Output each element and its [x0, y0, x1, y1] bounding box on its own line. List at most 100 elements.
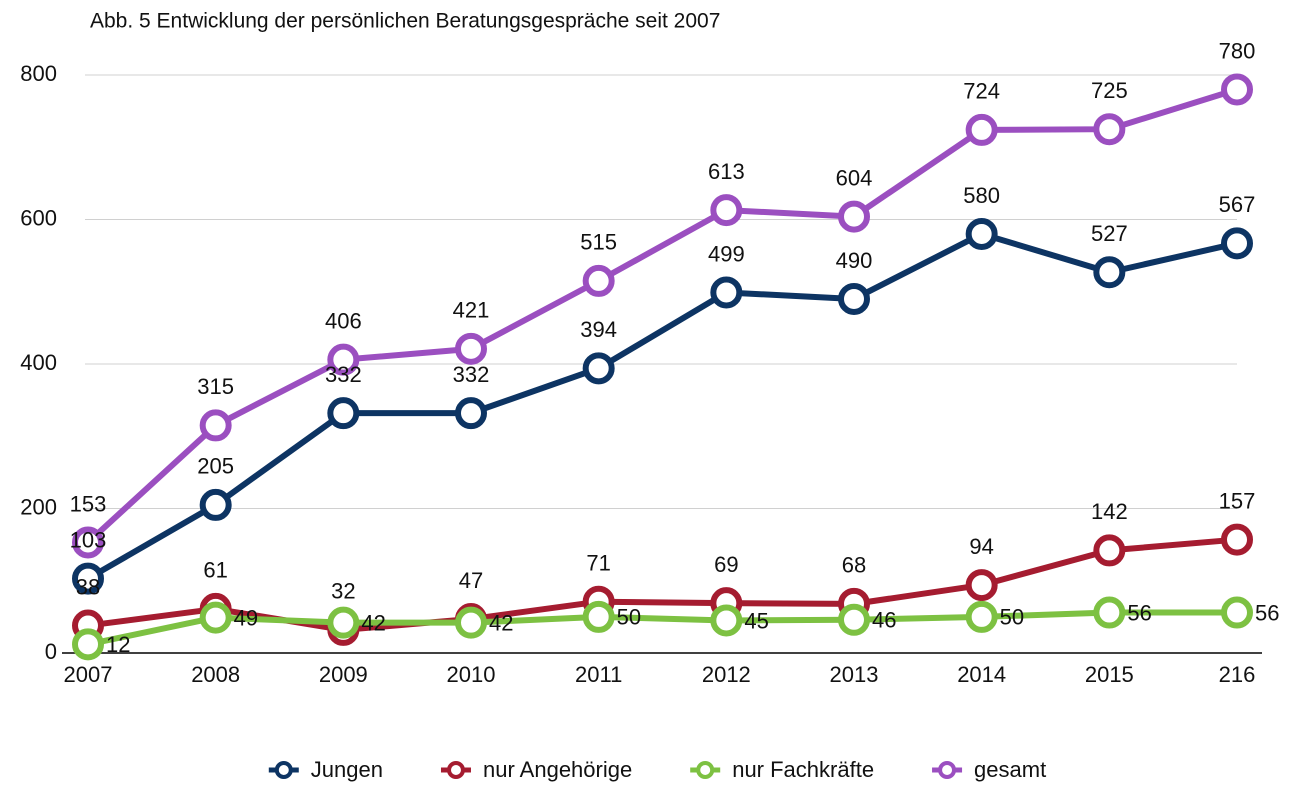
data-label: 142: [1091, 499, 1128, 524]
y-tick-label: 400: [20, 350, 57, 375]
data-point: [327, 397, 360, 430]
data-point: [72, 628, 104, 661]
data-label: 56: [1255, 600, 1279, 625]
data-point: [1093, 256, 1126, 289]
data-point: [455, 606, 487, 639]
x-tick-label: 2010: [447, 662, 496, 687]
legend-swatch: [446, 761, 465, 779]
legend-item: nur Fachkräfte: [690, 757, 874, 782]
chart-title: Abb. 5 Entwicklung der persönlichen Bera…: [90, 10, 720, 33]
data-label: 332: [453, 362, 490, 387]
legend-swatch: [696, 761, 715, 779]
data-label: 421: [453, 298, 490, 323]
data-point: [710, 604, 743, 637]
series-line: [86, 230, 1238, 582]
data-label: 613: [708, 159, 745, 184]
data-label: 780: [1219, 38, 1256, 63]
data-point: [582, 264, 615, 297]
data-point: [1221, 73, 1253, 106]
data-label: 49: [234, 605, 258, 630]
data-point: [1221, 227, 1253, 260]
x-tick-label: 2007: [64, 662, 113, 687]
legend-label: nur Fachkräfte: [732, 757, 874, 782]
data-label: 332: [325, 362, 362, 387]
x-tick-label: 2013: [830, 662, 879, 687]
data-label: 103: [70, 527, 107, 552]
legend-item: nur Angehörige: [440, 757, 632, 782]
data-label: 42: [489, 610, 513, 635]
legend-item: Jungen: [268, 757, 383, 782]
data-label: 490: [836, 248, 873, 273]
data-point: [327, 343, 360, 376]
y-tick-label: 0: [45, 639, 57, 664]
y-tick-label: 600: [20, 205, 57, 230]
data-label: 56: [1127, 600, 1151, 625]
data-point: [838, 200, 870, 233]
data-point: [1221, 596, 1253, 629]
data-point: [455, 332, 487, 365]
data-point: [199, 409, 232, 442]
data-point: [327, 606, 360, 639]
x-tick-label: 2009: [319, 662, 368, 687]
data-label: 567: [1219, 192, 1256, 217]
data-label: 394: [580, 317, 617, 342]
data-label: 38: [76, 574, 100, 599]
data-point: [965, 113, 998, 146]
legend-item: gesamt: [932, 757, 1046, 782]
data-point: [582, 352, 615, 385]
data-point: [1093, 113, 1126, 146]
data-label: 32: [331, 579, 355, 604]
x-tick-label: 2011: [575, 662, 622, 687]
data-point: [710, 194, 743, 227]
data-point: [582, 600, 615, 633]
data-label: 580: [963, 183, 1000, 208]
data-label: 406: [325, 308, 362, 333]
y-tick-label: 200: [20, 494, 57, 519]
data-point: [72, 526, 104, 559]
data-point: [1093, 534, 1126, 567]
x-tick-label: 2012: [702, 662, 751, 687]
data-label: 153: [70, 491, 107, 516]
data-label: 61: [203, 558, 227, 583]
legend-swatch: [274, 761, 293, 779]
x-tick-label: 2014: [957, 662, 1006, 687]
data-point: [199, 601, 232, 634]
data-point: [965, 600, 998, 633]
data-point: [455, 397, 487, 430]
data-label: 47: [459, 568, 483, 593]
data-point: [965, 217, 998, 250]
legend-label: nur Angehörige: [483, 757, 632, 782]
data-label: 68: [842, 553, 866, 578]
data-label: 46: [872, 608, 896, 633]
data-label: 604: [836, 165, 873, 190]
series-line: [85, 86, 1238, 545]
data-label: 315: [197, 374, 234, 399]
legend: Jungen nur Angehörige nur Fachkräfte gesamt: [268, 757, 1046, 782]
legend-swatch: [938, 761, 957, 779]
legend-label: Jungen: [311, 757, 383, 782]
data-label: 527: [1091, 221, 1128, 246]
data-point: [838, 282, 870, 315]
data-label: 50: [617, 605, 641, 630]
x-tick-label: 2015: [1085, 662, 1134, 687]
legend-label: gesamt: [974, 757, 1046, 782]
data-label: 45: [744, 608, 768, 633]
data-label: 724: [963, 79, 1000, 104]
data-point: [965, 569, 998, 602]
data-point: [1093, 596, 1126, 629]
series-line: [87, 609, 1237, 648]
data-label: 71: [586, 551, 610, 576]
data-point: [72, 562, 104, 595]
data-point: [1221, 523, 1253, 556]
data-label: 94: [969, 534, 993, 559]
data-label: 515: [580, 230, 617, 255]
data-label: 42: [361, 610, 385, 635]
data-label: 157: [1219, 488, 1256, 513]
data-label: 725: [1091, 78, 1128, 103]
data-label: 205: [197, 454, 234, 479]
x-tick-label: 216: [1219, 662, 1256, 687]
data-point: [710, 276, 743, 309]
y-tick-label: 800: [20, 61, 57, 86]
data-label: 50: [1000, 605, 1024, 630]
